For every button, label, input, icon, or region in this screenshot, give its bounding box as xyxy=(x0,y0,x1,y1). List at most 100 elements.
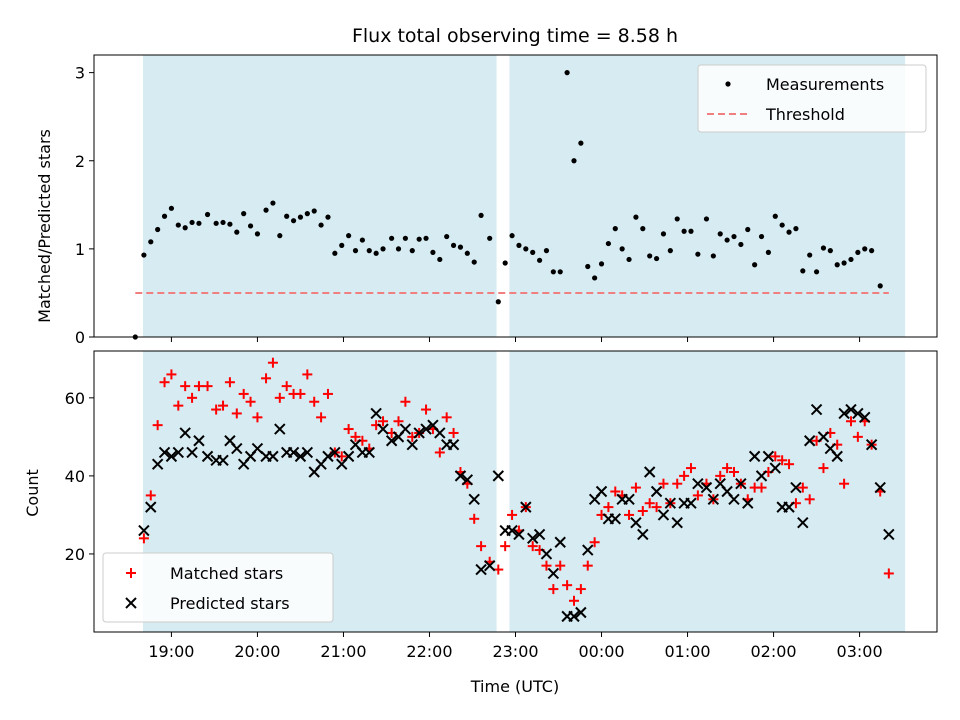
predicted-star-point xyxy=(748,450,761,463)
matched-star-point xyxy=(624,509,635,520)
measurement-point xyxy=(325,214,331,220)
predicted-star-point xyxy=(483,559,496,572)
x-tick-label: 19:00 xyxy=(148,642,194,661)
matched-star-point xyxy=(316,412,327,423)
measurement-point xyxy=(148,239,154,245)
measurement-point xyxy=(502,260,508,266)
matched-star-point xyxy=(469,513,480,524)
predicted-star-point xyxy=(540,548,553,560)
predicted-star-stroke-b xyxy=(492,470,505,482)
predicted-star-point xyxy=(657,509,670,521)
predicted-star-stroke-b xyxy=(762,450,775,463)
measurement-point xyxy=(175,222,181,228)
predicted-star-stroke-b xyxy=(582,544,594,556)
top-y-axis-label: Matched/Predicted stars xyxy=(35,129,54,323)
matched-star-point xyxy=(644,498,655,509)
predicted-star-stroke-b xyxy=(609,513,621,525)
predicted-star-point xyxy=(461,474,474,486)
predicted-star-stroke-b xyxy=(568,610,580,623)
measurement-point xyxy=(605,240,612,247)
measurement-point xyxy=(786,229,792,235)
predicted-star-point xyxy=(769,462,781,474)
predicted-star-stroke-b xyxy=(874,481,886,494)
matched-star-point xyxy=(238,388,249,399)
predicted-star-stroke-b xyxy=(385,435,398,447)
measurement-point xyxy=(409,248,415,254)
predicted-star-point xyxy=(434,427,446,439)
predicted-star-point xyxy=(742,497,754,509)
predicted-star-point xyxy=(468,493,480,506)
measurement-point xyxy=(339,242,345,248)
bottom-y-tick-label: 60 xyxy=(65,389,85,408)
predicted-star-point xyxy=(568,610,580,623)
predicted-star-point xyxy=(399,423,412,435)
predicted-star-stroke-b xyxy=(735,477,747,490)
predicted-star-point xyxy=(874,481,886,494)
predicted-star-stroke-b xyxy=(748,450,761,463)
predicted-star-point xyxy=(363,446,375,459)
measurement-point xyxy=(779,222,785,228)
measurement-point xyxy=(380,246,386,252)
matched-star-point xyxy=(322,388,333,399)
predicted-star-stroke-b xyxy=(447,438,460,451)
matched-star-point xyxy=(651,502,662,513)
predicted-star-stroke-b xyxy=(172,446,185,459)
top-y-tick-label: 0 xyxy=(75,328,85,347)
predicted-star-point xyxy=(294,450,307,463)
predicted-star-stroke-b xyxy=(363,446,375,459)
predicted-star-point xyxy=(420,423,432,435)
predicted-star-stroke-b xyxy=(420,423,432,435)
x-tick-label: 20:00 xyxy=(234,642,280,661)
measurement-point xyxy=(332,250,338,256)
predicted-star-point xyxy=(201,450,214,463)
legend-label-matched: Matched stars xyxy=(170,564,283,583)
measurement-point xyxy=(196,220,202,226)
measurement-point xyxy=(168,205,175,211)
predicted-star-point xyxy=(533,528,546,541)
predicted-star-stroke-b xyxy=(370,407,382,420)
predicted-star-stroke-b xyxy=(145,501,157,513)
predicted-star-stroke-b xyxy=(769,462,781,474)
predicted-star-point xyxy=(783,501,795,513)
measurement-point xyxy=(509,233,515,239)
predicted-star-stroke-b xyxy=(406,438,418,451)
predicted-star-stroke-b xyxy=(231,442,243,455)
predicted-star-point xyxy=(650,485,663,498)
predicted-star-point xyxy=(217,454,229,466)
measurement-point xyxy=(290,218,297,224)
predicted-star-point xyxy=(845,403,857,416)
predicted-star-stroke-b xyxy=(595,485,608,498)
predicted-star-stroke-b xyxy=(158,446,171,459)
predicted-star-stroke-b xyxy=(831,450,843,463)
predicted-star-stroke-b xyxy=(138,524,150,537)
x-tick-label: 03:00 xyxy=(837,642,883,661)
x-tick-label: 01:00 xyxy=(664,642,710,661)
matched-star-point xyxy=(295,388,306,399)
measurement-point xyxy=(717,231,723,237)
measurement-point xyxy=(772,213,778,219)
matched-star-point xyxy=(685,463,696,474)
predicted-star-stroke-b xyxy=(468,493,480,506)
matched-star-point xyxy=(797,482,808,493)
predicted-star-stroke-b xyxy=(664,497,677,509)
matched-star-point xyxy=(756,482,767,493)
predicted-star-stroke-b xyxy=(413,427,425,439)
measurement-point xyxy=(585,263,591,270)
matched-star-point xyxy=(679,470,690,481)
predicted-star-point xyxy=(700,481,713,494)
predicted-star-point xyxy=(735,477,747,490)
top-shaded-window-0 xyxy=(143,55,497,337)
measurement-point xyxy=(550,269,556,275)
matched-star-point xyxy=(441,412,452,423)
measurement-point xyxy=(141,252,147,258)
matched-star-point xyxy=(575,584,586,595)
matched-star-point xyxy=(784,459,795,470)
predicted-star-stroke-b xyxy=(193,435,205,447)
measurement-point xyxy=(416,236,422,242)
predicted-star-stroke-b xyxy=(671,517,683,529)
x-tick-label: 00:00 xyxy=(578,642,624,661)
measurement-point xyxy=(660,231,667,237)
matched-star-point xyxy=(630,482,641,493)
chart-title: Flux total observing time = 8.58 h xyxy=(352,25,678,47)
predicted-star-stroke-b xyxy=(274,423,286,435)
